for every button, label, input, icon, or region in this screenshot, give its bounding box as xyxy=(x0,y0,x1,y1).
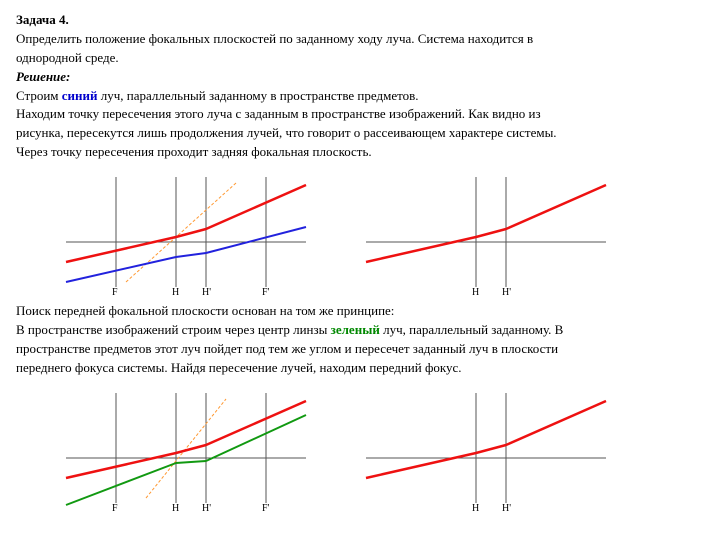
mid-2a: В пространстве изображений строим через … xyxy=(16,322,331,337)
diagram-3: H H' F F' xyxy=(56,383,316,513)
solution-label: Решение: xyxy=(16,69,704,86)
svg-text:H: H xyxy=(172,287,179,297)
svg-text:F': F' xyxy=(262,287,270,297)
sol-line-1: Строим синий луч, параллельный заданному… xyxy=(16,88,704,105)
svg-text:H: H xyxy=(472,503,479,513)
svg-text:F: F xyxy=(112,503,118,513)
mid-line-4: переднего фокуса системы. Найдя пересече… xyxy=(16,360,704,377)
title: Задача 4. xyxy=(16,12,704,29)
svg-text:H: H xyxy=(172,503,179,513)
mid-line-1: Поиск передней фокальной плоскости основ… xyxy=(16,303,704,320)
task-line-1: Определить положение фокальных плоскосте… xyxy=(16,31,704,48)
svg-text:H': H' xyxy=(502,503,511,513)
mid-2b: луч, параллельный заданному. В xyxy=(380,322,564,337)
svg-text:H: H xyxy=(472,287,479,297)
svg-text:F': F' xyxy=(262,503,270,513)
sol-1a: Строим xyxy=(16,88,62,103)
svg-text:H': H' xyxy=(502,287,511,297)
diagram-1: H H' F F' xyxy=(56,167,316,297)
sol-1b: луч, параллельный заданному в пространст… xyxy=(98,88,419,103)
diagram-row-2: H H' F F' H H' xyxy=(56,383,704,513)
mid-2-green: зеленый xyxy=(331,322,380,337)
diagram-row-1: H H' F F' H H' xyxy=(56,167,704,297)
task-line-2: однородной среде. xyxy=(16,50,704,67)
svg-text:F: F xyxy=(112,287,118,297)
sol-line-2: Находим точку пересечения этого луча с з… xyxy=(16,106,704,123)
diagram-4: H H' xyxy=(356,383,616,513)
diagram-2: H H' xyxy=(356,167,616,297)
mid-line-2: В пространстве изображений строим через … xyxy=(16,322,704,339)
mid-line-3: пространстве предметов этот луч пойдет п… xyxy=(16,341,704,358)
sol-1-blue: синий xyxy=(62,88,98,103)
svg-text:H': H' xyxy=(202,503,211,513)
sol-line-4: Через точку пересечения проходит задняя … xyxy=(16,144,704,161)
svg-text:H': H' xyxy=(202,287,211,297)
sol-line-3: рисунка, пересекутся лишь продолжения лу… xyxy=(16,125,704,142)
